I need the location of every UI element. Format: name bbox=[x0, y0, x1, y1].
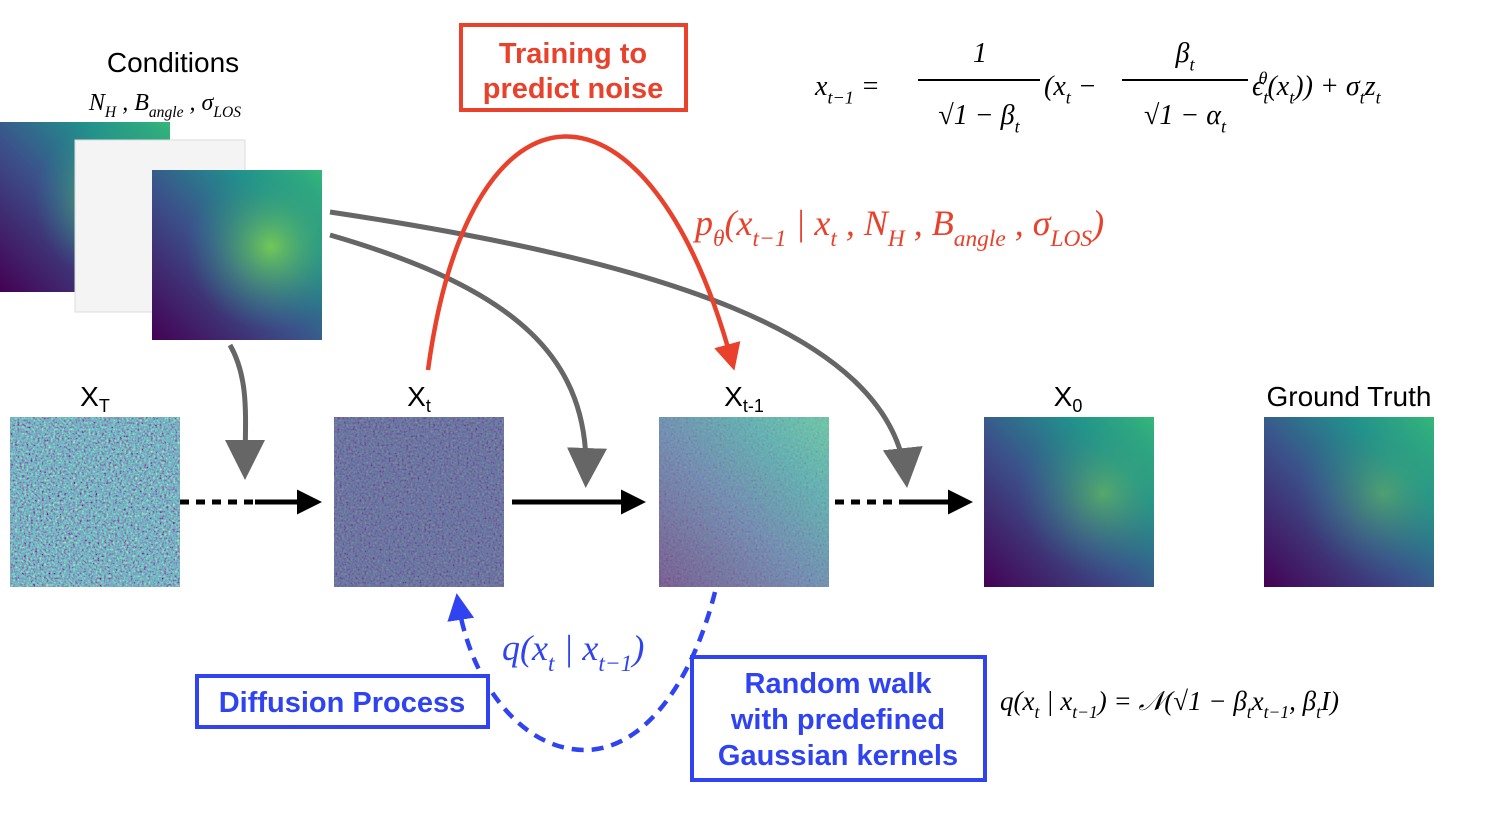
formula-part: angle bbox=[149, 104, 184, 121]
state-base: X bbox=[724, 381, 743, 412]
formula-part: H bbox=[104, 104, 117, 121]
formula-part: t bbox=[1376, 87, 1382, 107]
formula-part: ϵ bbox=[1252, 71, 1265, 102]
state-label: X0 bbox=[1054, 381, 1083, 416]
arrows bbox=[180, 134, 973, 753]
condition-images bbox=[0, 122, 322, 340]
formula-part: t−1 bbox=[1264, 702, 1289, 722]
training-text: Training to bbox=[499, 38, 647, 70]
diffusion-text: Diffusion Process bbox=[219, 687, 466, 719]
formula-part: t bbox=[1316, 702, 1322, 722]
formula-part: − bbox=[1071, 71, 1097, 102]
formula-part: θ bbox=[1259, 68, 1268, 88]
formula-part: θ bbox=[713, 226, 725, 252]
training-box bbox=[459, 23, 688, 112]
formula-part: , B bbox=[905, 203, 954, 243]
formula: βt bbox=[1174, 38, 1195, 74]
state-sub: 0 bbox=[1072, 396, 1082, 416]
formula-part: t bbox=[830, 226, 837, 252]
state-label: Xt-1 bbox=[724, 381, 764, 416]
formula-part: (x bbox=[725, 203, 753, 243]
formula-part: t−1 bbox=[598, 651, 632, 677]
formula-part: | x bbox=[554, 628, 598, 668]
state-sub: t bbox=[426, 396, 431, 416]
formula-part: , σ bbox=[1006, 203, 1052, 243]
training-text: predict noise bbox=[483, 73, 664, 105]
formula-part: I) bbox=[1320, 686, 1339, 716]
formula: √1 − βt bbox=[938, 100, 1020, 136]
formula-part: , β bbox=[1289, 686, 1317, 716]
formula-part: √1 − β bbox=[938, 100, 1014, 131]
formula-part: H bbox=[887, 226, 906, 252]
formula: (xt − bbox=[1044, 71, 1097, 107]
formula-part: √1 − α bbox=[1144, 100, 1222, 131]
formula-part: angle bbox=[954, 226, 1006, 252]
formula: ϵtθ(xt)) + σtzt bbox=[1252, 68, 1382, 108]
random-walk-text: Gaussian kernels bbox=[718, 740, 958, 772]
diffusion-box bbox=[195, 674, 490, 729]
state-base: X bbox=[407, 381, 426, 412]
formula-part: ) bbox=[630, 628, 644, 668]
formula-part: x bbox=[1251, 686, 1264, 716]
formula-part: x bbox=[814, 71, 828, 102]
formula-part: , σ bbox=[184, 90, 215, 116]
formula: q(xt | xt−1) bbox=[502, 628, 644, 677]
formula: NH , Bangle , σLOS bbox=[88, 90, 241, 121]
formula: q(xt | xt−1) = 𝒩(√1 − βtxt−1, βtI) bbox=[1000, 686, 1339, 722]
formula-part: t bbox=[1066, 87, 1072, 107]
formula-part: t−1 bbox=[827, 87, 853, 107]
formula-part: LOS bbox=[212, 104, 241, 121]
formula-part: t−1 bbox=[1072, 702, 1097, 722]
state-base: X bbox=[1054, 381, 1073, 412]
formula-part: ) bbox=[1090, 203, 1104, 243]
formula-part: ) = 𝒩(√1 − β bbox=[1096, 686, 1248, 716]
random-walk-box bbox=[690, 655, 987, 782]
formula-part: t bbox=[1221, 116, 1227, 136]
state-label: XT bbox=[80, 381, 110, 416]
state-images bbox=[10, 417, 1434, 587]
random-walk-text: Random walk bbox=[745, 668, 933, 700]
state-label: Xt bbox=[407, 381, 431, 416]
formula: 1 bbox=[973, 38, 987, 69]
state-sub: t-1 bbox=[743, 396, 764, 416]
formula-part: , N bbox=[837, 203, 890, 243]
formula-part: (x bbox=[1044, 71, 1066, 102]
random-walk-text: with predefined bbox=[730, 704, 945, 736]
formula-part: N bbox=[88, 90, 107, 116]
formula-part: β bbox=[1174, 38, 1189, 69]
formula-part: | x bbox=[786, 203, 830, 243]
formula-part: , B bbox=[116, 90, 149, 116]
formula-part: z bbox=[1364, 71, 1376, 102]
state-base: X bbox=[80, 381, 99, 412]
formula-part: 1 bbox=[973, 38, 987, 69]
state-sub: T bbox=[99, 396, 110, 416]
formula-part: t bbox=[1263, 87, 1269, 107]
formula-part: t bbox=[548, 651, 555, 677]
conditions-title: Conditions bbox=[107, 47, 239, 78]
formula-part: t bbox=[1189, 54, 1195, 74]
formula-part: q(x bbox=[1000, 686, 1034, 716]
formula-part: t bbox=[1034, 702, 1040, 722]
formula-part: t bbox=[1015, 116, 1021, 136]
formula: xt−1 = bbox=[814, 71, 880, 107]
formula-part: | x bbox=[1039, 686, 1072, 716]
formula-part: = bbox=[854, 71, 880, 102]
formula-part: t bbox=[1289, 87, 1295, 107]
formula-part: q(x bbox=[502, 628, 548, 668]
formula-part: (x bbox=[1267, 71, 1289, 102]
formula-part: t−1 bbox=[752, 226, 786, 252]
formula-part: t bbox=[1247, 702, 1253, 722]
formula: pθ(xt−1 | xt , NH , Bangle , σLOS) bbox=[692, 203, 1104, 252]
formula-part: t bbox=[1360, 87, 1366, 107]
formula: √1 − αt bbox=[1144, 100, 1227, 136]
formula-part: p bbox=[692, 203, 713, 243]
formula-part: )) + σ bbox=[1292, 71, 1361, 102]
ground-truth-label: Ground Truth bbox=[1267, 381, 1432, 412]
formula-part: LOS bbox=[1049, 226, 1092, 252]
